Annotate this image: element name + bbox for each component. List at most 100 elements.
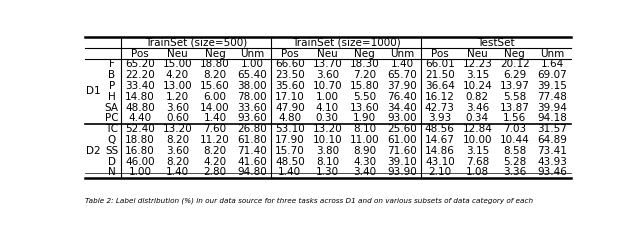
Text: 25.60: 25.60 <box>387 124 417 134</box>
Text: Neg: Neg <box>205 49 225 59</box>
Text: 14.00: 14.00 <box>200 103 230 113</box>
Text: 6.29: 6.29 <box>503 70 527 80</box>
Text: 10.00: 10.00 <box>463 135 492 145</box>
Text: 69.07: 69.07 <box>538 70 567 80</box>
Text: 3.60: 3.60 <box>316 70 339 80</box>
Text: 1.40: 1.40 <box>391 59 414 69</box>
Text: Pos: Pos <box>281 49 299 59</box>
Text: 7.68: 7.68 <box>466 156 489 167</box>
Text: 17.10: 17.10 <box>275 92 305 102</box>
Text: 10.44: 10.44 <box>500 135 530 145</box>
Text: 17.90: 17.90 <box>275 135 305 145</box>
Text: Table 2: Label distribution (%) in our data source for three tasks across D1 and: Table 2: Label distribution (%) in our d… <box>85 198 533 204</box>
Text: PC: PC <box>105 113 118 123</box>
Text: 18.80: 18.80 <box>200 59 230 69</box>
Text: H: H <box>108 92 116 102</box>
Text: 48.50: 48.50 <box>275 156 305 167</box>
Text: B: B <box>108 70 115 80</box>
Text: 65.70: 65.70 <box>387 70 417 80</box>
Text: D: D <box>108 156 116 167</box>
Text: 34.40: 34.40 <box>387 103 417 113</box>
Text: 2.10: 2.10 <box>428 167 451 177</box>
Text: TestSet: TestSet <box>477 38 515 48</box>
Text: 7.03: 7.03 <box>503 124 526 134</box>
Text: 94.18: 94.18 <box>538 113 567 123</box>
Text: 3.40: 3.40 <box>353 167 376 177</box>
Text: 10.70: 10.70 <box>312 81 342 91</box>
Text: N: N <box>108 167 116 177</box>
Text: 10.10: 10.10 <box>312 135 342 145</box>
Text: 31.57: 31.57 <box>538 124 567 134</box>
Text: 43.93: 43.93 <box>538 156 567 167</box>
Text: 7.60: 7.60 <box>204 124 227 134</box>
Text: P: P <box>109 81 115 91</box>
Text: 5.58: 5.58 <box>503 92 527 102</box>
Text: TrainSet (size=500): TrainSet (size=500) <box>145 38 247 48</box>
Text: 3.60: 3.60 <box>166 146 189 156</box>
Text: 73.41: 73.41 <box>538 146 567 156</box>
Text: D1: D1 <box>86 86 101 96</box>
Text: 33.60: 33.60 <box>237 103 268 113</box>
Text: 14.80: 14.80 <box>125 92 155 102</box>
Text: SA: SA <box>105 103 119 113</box>
Text: 1.40: 1.40 <box>278 167 301 177</box>
Text: 20.12: 20.12 <box>500 59 530 69</box>
Text: Neu: Neu <box>467 49 488 59</box>
Text: Unm: Unm <box>390 49 415 59</box>
Text: 66.60: 66.60 <box>275 59 305 69</box>
Text: 18.30: 18.30 <box>350 59 380 69</box>
Text: 77.48: 77.48 <box>538 92 567 102</box>
Text: 39.10: 39.10 <box>387 156 417 167</box>
Text: 71.60: 71.60 <box>387 146 417 156</box>
Text: 15.00: 15.00 <box>163 59 192 69</box>
Text: 18.80: 18.80 <box>125 135 155 145</box>
Text: 16.12: 16.12 <box>425 92 455 102</box>
Text: Neg: Neg <box>355 49 375 59</box>
Text: Q: Q <box>108 135 116 145</box>
Text: 0.60: 0.60 <box>166 113 189 123</box>
Text: 15.60: 15.60 <box>200 81 230 91</box>
Text: 22.20: 22.20 <box>125 70 155 80</box>
Text: 71.40: 71.40 <box>237 146 268 156</box>
Text: 1.40: 1.40 <box>204 113 227 123</box>
Text: 4.40: 4.40 <box>129 113 152 123</box>
Text: 8.10: 8.10 <box>316 156 339 167</box>
Text: 36.64: 36.64 <box>425 81 455 91</box>
Text: 46.00: 46.00 <box>125 156 155 167</box>
Text: 52.40: 52.40 <box>125 124 155 134</box>
Text: 1.64: 1.64 <box>541 59 564 69</box>
Text: 38.00: 38.00 <box>237 81 267 91</box>
Text: SS: SS <box>105 146 118 156</box>
Text: 53.10: 53.10 <box>275 124 305 134</box>
Text: 12.84: 12.84 <box>462 124 492 134</box>
Text: 8.90: 8.90 <box>353 146 376 156</box>
Text: Neu: Neu <box>317 49 338 59</box>
Text: 1.00: 1.00 <box>316 92 339 102</box>
Text: 4.20: 4.20 <box>166 70 189 80</box>
Text: 48.80: 48.80 <box>125 103 155 113</box>
Text: 13.70: 13.70 <box>312 59 342 69</box>
Text: 4.10: 4.10 <box>316 103 339 113</box>
Text: 3.93: 3.93 <box>428 113 451 123</box>
Text: 37.90: 37.90 <box>387 81 417 91</box>
Text: 61.80: 61.80 <box>237 135 268 145</box>
Text: 1.00: 1.00 <box>129 167 152 177</box>
Text: 35.60: 35.60 <box>275 81 305 91</box>
Text: 11.20: 11.20 <box>200 135 230 145</box>
Text: 3.36: 3.36 <box>503 167 527 177</box>
Text: 14.86: 14.86 <box>425 146 455 156</box>
Text: 94.80: 94.80 <box>237 167 268 177</box>
Text: 0.82: 0.82 <box>466 92 489 102</box>
Text: 15.70: 15.70 <box>275 146 305 156</box>
Text: 47.90: 47.90 <box>275 103 305 113</box>
Text: 13.97: 13.97 <box>500 81 530 91</box>
Text: 13.87: 13.87 <box>500 103 530 113</box>
Text: 26.80: 26.80 <box>237 124 268 134</box>
Text: 23.50: 23.50 <box>275 70 305 80</box>
Text: 0.34: 0.34 <box>466 113 489 123</box>
Text: 65.40: 65.40 <box>237 70 268 80</box>
Text: 1.00: 1.00 <box>241 59 264 69</box>
Text: Unm: Unm <box>540 49 564 59</box>
Text: Pos: Pos <box>431 49 449 59</box>
Text: 15.80: 15.80 <box>350 81 380 91</box>
